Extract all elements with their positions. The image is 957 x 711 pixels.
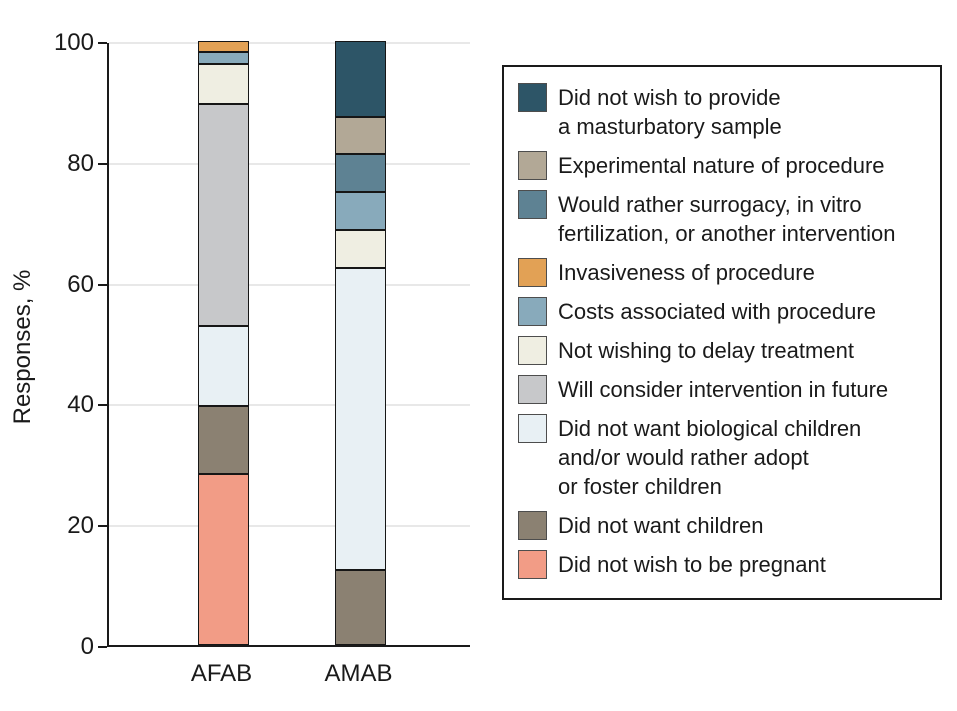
y-tick-mark-20 — [98, 525, 107, 528]
legend-box: Did not wish to provide a masturbatory s… — [502, 65, 942, 600]
legend-label: Did not wish to be pregnant — [558, 552, 826, 577]
legend-label: Would rather surrogacy, in vitro fertili… — [558, 192, 896, 246]
legend-item: Not wishing to delay treatment — [518, 336, 928, 365]
legend-item: Experimental nature of procedure — [518, 151, 928, 180]
bar-segment — [198, 474, 249, 645]
legend-item: Did not want biological children and/or … — [518, 414, 928, 501]
y-tick-label-40: 40 — [67, 391, 94, 419]
y-tick-label-60: 60 — [67, 270, 94, 298]
legend-swatch — [518, 511, 547, 540]
legend-swatch — [518, 190, 547, 219]
legend-swatch — [518, 336, 547, 365]
bar-segment — [198, 52, 249, 64]
y-tick-label-20: 20 — [67, 512, 94, 540]
legend-label: Experimental nature of procedure — [558, 153, 885, 178]
bar-segment — [335, 229, 386, 268]
y-tick-label-0: 0 — [80, 633, 94, 660]
legend-label: Invasiveness of procedure — [558, 260, 815, 285]
y-tick-label-80: 80 — [67, 149, 94, 177]
gridline-40 — [109, 404, 470, 407]
legend-item: Will consider intervention in future — [518, 375, 928, 404]
bar-segment — [335, 154, 386, 192]
bar-segment — [198, 103, 249, 327]
plot-area — [107, 41, 470, 647]
x-category-label-amab: AMAB — [324, 660, 393, 687]
legend-label: Costs associated with procedure — [558, 299, 876, 324]
legend-swatch — [518, 375, 547, 404]
bar-segment — [335, 267, 386, 570]
bar-segment — [335, 41, 386, 117]
y-tick-mark-80 — [98, 162, 107, 165]
gridline-100 — [109, 42, 470, 44]
bar-segment — [335, 116, 386, 155]
y-tick-mark-60 — [98, 283, 107, 286]
legend-item: Invasiveness of procedure — [518, 258, 928, 287]
bar-segment — [335, 569, 386, 645]
legend-swatch — [518, 550, 547, 579]
y-axis-title: Responses, % — [9, 269, 36, 425]
legend-item: Costs associated with procedure — [518, 297, 928, 326]
legend-item: Did not want children — [518, 511, 928, 540]
y-tick-label-100: 100 — [53, 29, 94, 56]
bar-segment — [198, 63, 249, 104]
stacked-bar-afab — [198, 41, 249, 645]
legend-item: Would rather surrogacy, in vitro fertili… — [518, 190, 928, 248]
y-tick-mark-40 — [98, 404, 107, 407]
gridline-60 — [109, 283, 470, 286]
legend-item: Did not wish to provide a masturbatory s… — [518, 83, 928, 141]
bar-segment — [198, 326, 249, 406]
legend-swatch — [518, 151, 547, 180]
bar-segment — [198, 41, 249, 53]
bar-segment — [198, 405, 249, 475]
legend-label: Did not want children — [558, 513, 764, 538]
stacked-bar-amab — [335, 41, 386, 645]
legend-swatch — [518, 414, 547, 443]
legend-label: Did not want biological children and/or … — [558, 416, 862, 499]
x-category-label-afab: AFAB — [190, 660, 253, 687]
legend-swatch — [518, 297, 547, 326]
legend-swatch — [518, 83, 547, 112]
gridline-80 — [109, 162, 470, 165]
y-tick-mark-100 — [98, 42, 107, 44]
legend-item: Did not wish to be pregnant — [518, 550, 928, 579]
gridline-20 — [109, 525, 470, 528]
legend-label: Will consider intervention in future — [558, 377, 889, 402]
bar-segment — [335, 192, 386, 230]
legend-label: Did not wish to provide a masturbatory s… — [558, 85, 782, 139]
legend-swatch — [518, 258, 547, 287]
y-tick-mark-0 — [98, 646, 107, 648]
legend-label: Not wishing to delay treatment — [558, 338, 854, 363]
